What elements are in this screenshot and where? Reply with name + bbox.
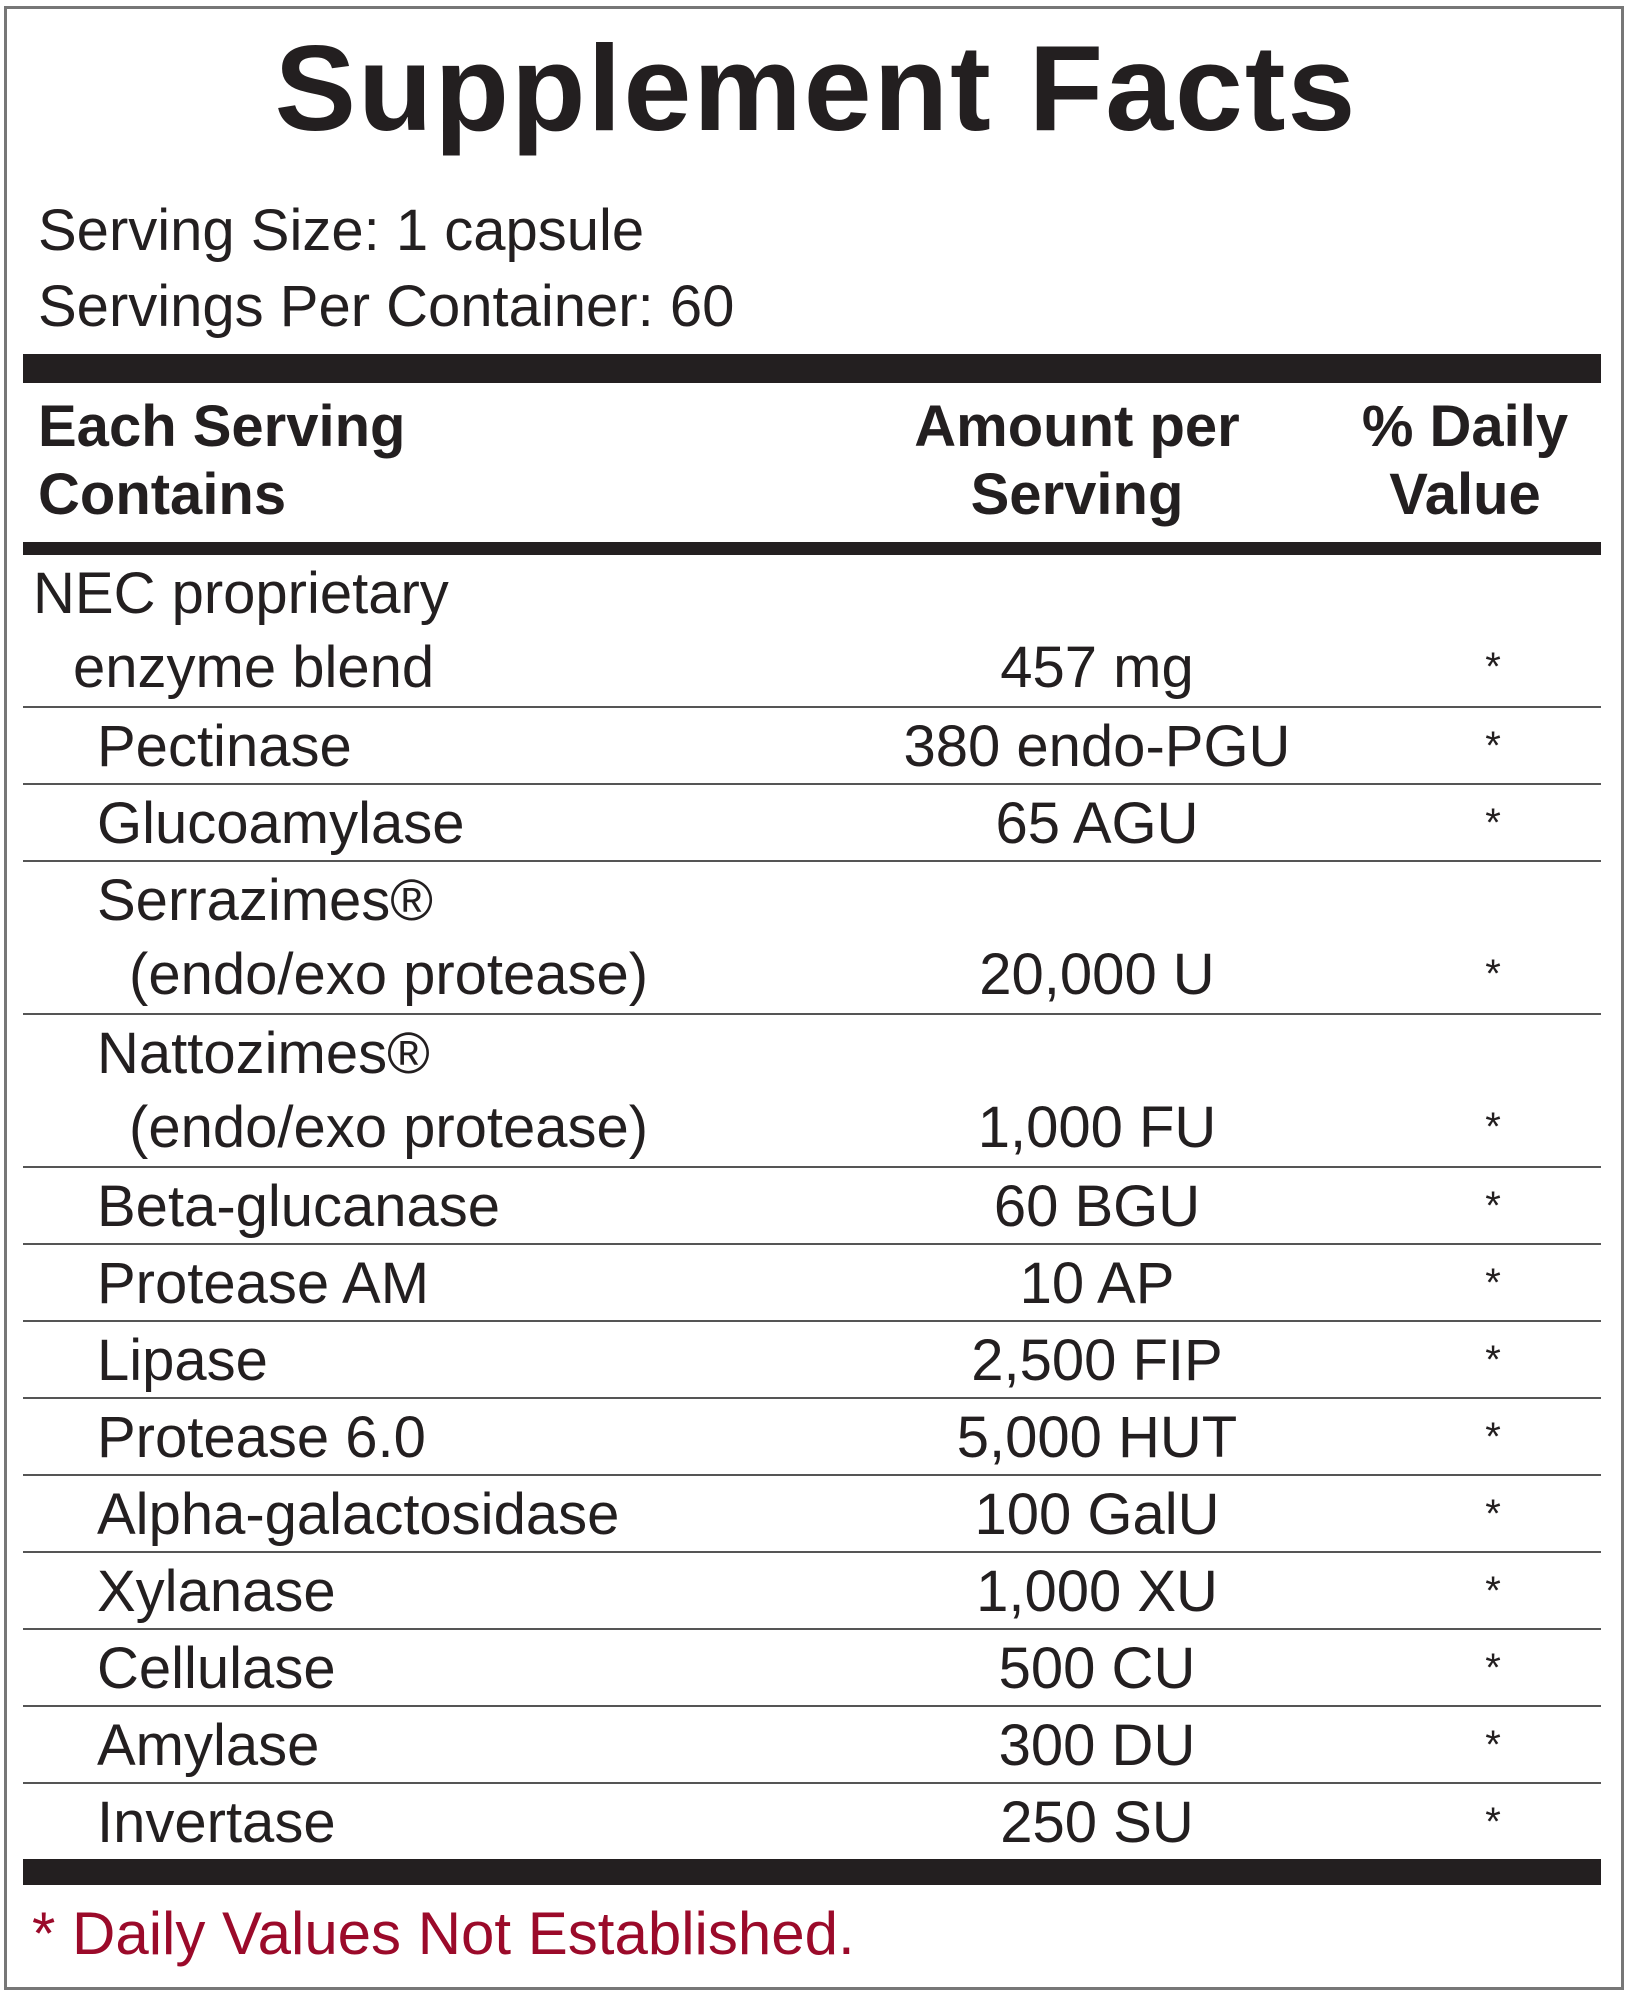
ingredient-amount: 20,000 U (979, 942, 1215, 1007)
ingredient-amount: 457 mg (1000, 635, 1194, 700)
ingredient-amount: 5,000 HUT (956, 1405, 1238, 1470)
header-amount: Amount per Serving (877, 393, 1277, 529)
thick-divider (23, 1859, 1601, 1885)
ingredient-name: Protease AM (97, 1251, 430, 1316)
ingredient-name: Alpha-galactosidase (97, 1482, 620, 1547)
ingredient-name: Protease 6.0 (97, 1405, 426, 1470)
ingredient-amount: 500 CU (998, 1636, 1196, 1701)
table-row: Protease 6.0 5,000 HUT * (23, 1399, 1601, 1476)
daily-value: * (1485, 1723, 1501, 1767)
ingredient-name: Cellulase (97, 1636, 336, 1701)
ingredient-name: Nattozimes® (97, 1021, 430, 1086)
servings-per-container: Servings Per Container: 60 (38, 274, 735, 339)
header-daily-value: % Daily Value (1310, 393, 1620, 529)
table-row: Glucoamylase 65 AGU * (23, 785, 1601, 862)
daily-value: * (1485, 1338, 1501, 1382)
table-row: Beta-glucanase 60 BGU * (23, 1168, 1601, 1245)
ingredients-table: NEC proprietary enzyme blend 457 mg * Pectin… (23, 555, 1601, 1861)
ingredient-amount: 65 AGU (995, 791, 1199, 856)
medium-divider (23, 542, 1601, 555)
ingredient-name: Serrazimes® (97, 868, 434, 933)
footnote: * Daily Values Not Established. (32, 1900, 855, 1967)
ingredient-name: Beta-glucanase (97, 1174, 501, 1239)
ingredient-amount: 300 DU (998, 1713, 1196, 1778)
header-line: Serving (970, 462, 1184, 527)
table-row: Xylanase 1,000 XU * (23, 1553, 1601, 1630)
ingredient-name: NEC proprietary (33, 561, 449, 626)
ingredient-name-continued: (endo/exo protease) (129, 942, 649, 1007)
table-row: Invertase 250 SU * (23, 1784, 1601, 1861)
ingredient-name: Glucoamylase (97, 791, 465, 856)
header-line: Amount per (914, 394, 1240, 459)
table-row: Lipase 2,500 FIP * (23, 1322, 1601, 1399)
ingredient-amount: 2,500 FIP (971, 1328, 1223, 1393)
serving-size: Serving Size: 1 capsule (38, 198, 645, 263)
ingredient-name-continued: (endo/exo protease) (129, 1095, 649, 1160)
ingredient-name: Invertase (97, 1790, 336, 1855)
daily-value: * (1485, 1646, 1501, 1690)
ingredient-name: Amylase (97, 1713, 320, 1778)
daily-value: * (1485, 724, 1501, 768)
daily-value: * (1485, 1800, 1501, 1844)
daily-value: * (1485, 1492, 1501, 1536)
table-row: NEC proprietary enzyme blend 457 mg * (23, 555, 1601, 708)
table-row: Alpha-galactosidase 100 GalU * (23, 1476, 1601, 1553)
ingredient-name: Xylanase (97, 1559, 336, 1624)
ingredient-amount: 1,000 FU (977, 1095, 1217, 1160)
header-line: Contains (38, 462, 287, 527)
daily-value: * (1485, 1415, 1501, 1459)
ingredient-amount: 100 GalU (974, 1482, 1220, 1547)
header-line: Each Serving (38, 394, 406, 459)
ingredient-amount: 1,000 XU (976, 1559, 1218, 1624)
daily-value: * (1485, 952, 1501, 996)
ingredient-amount: 250 SU (1000, 1790, 1194, 1855)
daily-value: * (1485, 1105, 1501, 1149)
daily-value: * (1485, 1261, 1501, 1305)
ingredient-name: Pectinase (97, 714, 352, 779)
header-line: Value (1389, 462, 1541, 527)
daily-value: * (1485, 1569, 1501, 1613)
supplement-facts-panel (4, 6, 1624, 1990)
table-row: Protease AM 10 AP * (23, 1245, 1601, 1322)
thick-divider (23, 354, 1601, 383)
header-each-serving: Each Serving Contains (38, 393, 405, 529)
panel-title: Supplement Facts (274, 20, 1358, 156)
table-row: Amylase 300 DU * (23, 1707, 1601, 1784)
table-row: Pectinase 380 endo-PGU * (23, 708, 1601, 785)
ingredient-name: Lipase (97, 1328, 268, 1393)
ingredient-name-continued: enzyme blend (73, 635, 435, 700)
ingredient-amount: 60 BGU (993, 1174, 1201, 1239)
table-row: Serrazimes® (endo/exo protease) 20,000 U * (23, 862, 1601, 1015)
daily-value: * (1485, 645, 1501, 689)
table-row: Nattozimes® (endo/exo protease) 1,000 FU * (23, 1015, 1601, 1168)
ingredient-amount: 10 AP (1019, 1251, 1175, 1316)
table-row: Cellulase 500 CU * (23, 1630, 1601, 1707)
daily-value: * (1485, 801, 1501, 845)
header-line: % Daily (1361, 394, 1569, 459)
daily-value: * (1485, 1184, 1501, 1228)
ingredient-amount: 380 endo-PGU (903, 714, 1291, 779)
